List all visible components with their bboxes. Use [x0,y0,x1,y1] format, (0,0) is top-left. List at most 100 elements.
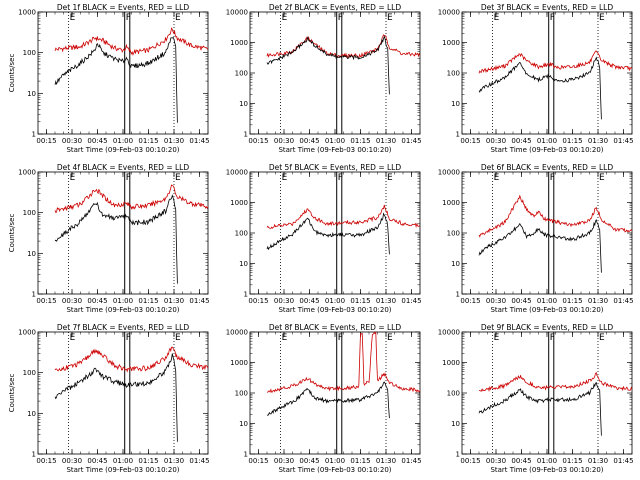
x-tick-label: 00:45 [299,137,319,145]
plot-frame [249,11,421,135]
marker-label: F [338,333,343,343]
plot-frame [37,11,209,135]
marker-label: F [338,173,343,183]
x-tick-label: 00:45 [87,137,107,145]
marker-label: E [175,173,181,183]
y-tick-label: 10 [239,100,248,108]
y-tick-label: 1 [244,451,248,459]
x-tick-label: 00:30 [274,297,294,305]
x-tick-label: 01:45 [613,137,633,145]
x-tick-label: 00:30 [486,297,506,305]
x-axis-label: Start Time (09-Feb-03 00:10:20) [66,466,179,474]
y-tick-label: 1 [244,131,248,139]
chart-title: Det 4f BLACK = Events, RED = LLD [57,163,190,172]
x-axis-label: Start Time (09-Feb-03 00:10:20) [278,146,391,154]
marker-label: E [387,173,393,183]
x-tick-label: 00:45 [299,457,319,465]
x-tick-label: 00:30 [62,297,82,305]
x-tick-label: 01:00 [537,297,557,305]
marker-label: E [494,13,500,23]
x-tick-label: 01:45 [613,297,633,305]
x-tick-label: 01:00 [113,297,133,305]
chart-panel-5: Det 5f BLACK = Events, RED = LLD 1 10 100 10… [226,163,422,314]
marker-label: E [599,13,605,23]
chart-title: Det 5f BLACK = Events, RED = LLD [269,163,402,172]
marker-label: E [387,333,393,343]
y-tick-label: 1000 [18,329,36,337]
chart-title: Det 3f BLACK = Events, RED = LLD [481,3,614,12]
chart-title: Det 6f BLACK = Events, RED = LLD [481,163,614,172]
marker-label: E [175,13,181,23]
x-tick-label: 00:15 [36,137,56,145]
plot-frame [461,331,633,455]
lld-series-line [266,34,421,59]
marker-label: E [387,13,393,23]
marker-label: E [494,173,500,183]
y-tick-label: 1 [456,451,460,459]
chart-panel-4: Det 4f BLACK = Events, RED = LLD 1 10 100 10… [8,163,210,314]
x-tick-label: 00:45 [511,297,531,305]
x-tick-label: 01:00 [325,297,345,305]
x-tick-label: 01:15 [138,137,158,145]
y-tick-label: 1 [32,451,36,459]
y-tick-label: 10000 [226,169,248,177]
x-tick-label: 01:00 [113,137,133,145]
x-tick-label: 01:30 [164,137,184,145]
x-tick-label: 00:30 [486,457,506,465]
x-tick-label: 01:30 [164,457,184,465]
x-tick-label: 01:30 [588,297,608,305]
x-tick-label: 01:45 [189,457,209,465]
x-tick-label: 01:15 [138,457,158,465]
x-tick-label: 00:15 [460,297,480,305]
plot-frame [37,331,209,455]
y-tick-label: 1000 [442,199,460,207]
y-tick-label: 100 [235,230,248,238]
lld-series-line [478,50,633,74]
lld-series-line [266,204,421,229]
x-tick-label: 01:30 [376,137,396,145]
plot-frame [249,331,421,455]
x-tick-label: 00:45 [511,137,531,145]
y-tick-label: 1000 [230,39,248,47]
y-tick-label: 1 [32,131,36,139]
x-axis-label: Start Time (09-Feb-03 00:10:20) [278,466,391,474]
events-series-line [266,212,390,255]
chart-title: Det 1f BLACK = Events, RED = LLD [57,3,190,12]
chart-title: Det 7f BLACK = Events, RED = LLD [57,323,190,332]
x-tick-label: 01:30 [164,297,184,305]
lld-series-line [54,27,209,56]
x-tick-label: 01:30 [588,137,608,145]
x-tick-label: 01:45 [401,137,421,145]
y-tick-label: 10 [451,100,460,108]
y-tick-label: 10 [451,420,460,428]
x-tick-label: 01:45 [189,137,209,145]
y-tick-label: 1000 [230,359,248,367]
marker-label: E [70,333,76,343]
x-tick-label: 00:45 [511,457,531,465]
x-tick-label: 00:15 [36,297,56,305]
events-series-line [266,381,390,419]
x-tick-label: 01:00 [537,137,557,145]
y-tick-label: 1000 [18,9,36,17]
x-tick-label: 00:15 [460,457,480,465]
y-tick-label: 1 [456,291,460,299]
events-series-line [478,218,602,273]
x-tick-label: 01:30 [376,457,396,465]
x-tick-label: 00:15 [248,137,268,145]
chart-panel-1: Det 1f BLACK = Events, RED = LLD 1 10 100 10… [8,3,210,154]
x-tick-label: 00:15 [248,297,268,305]
lld-series-line [54,184,209,214]
marker-label: E [175,333,181,343]
x-tick-label: 01:45 [189,297,209,305]
y-tick-label: 10000 [438,169,460,177]
y-tick-label: 1000 [442,359,460,367]
y-tick-label: 10000 [438,9,460,17]
y-tick-label: 1 [244,291,248,299]
x-tick-label: 01:45 [401,457,421,465]
marker-label: F [126,13,131,23]
y-tick-label: 1000 [18,169,36,177]
marker-label: E [282,13,288,23]
y-tick-label: 1000 [442,39,460,47]
x-axis-label: Start Time (09-Feb-03 00:10:20) [490,306,603,314]
chart-title: Det 9f BLACK = Events, RED = LLD [481,323,614,332]
